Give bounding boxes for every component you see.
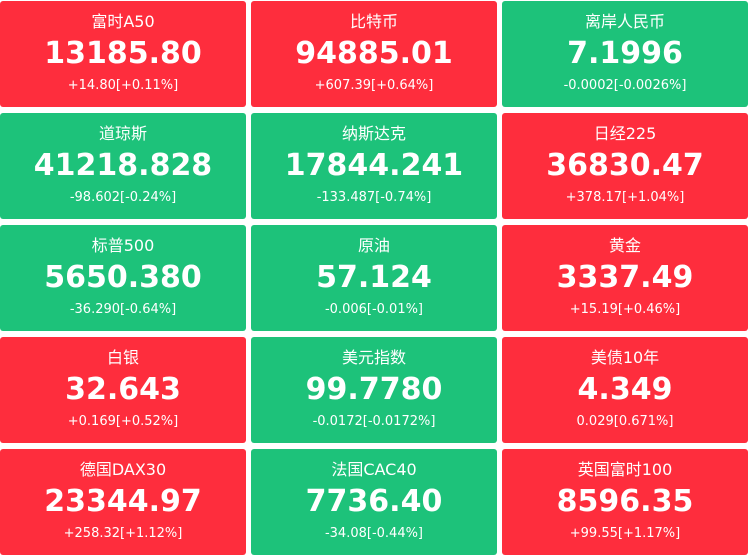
quote-tile-gold[interactable]: 黄金 3337.49 +15.19[+0.46%] [502,225,748,331]
quote-change: +15.19[+0.46%] [569,302,681,317]
quote-tile-us-10y-treasury[interactable]: 美债10年 4.349 0.029[0.671%] [502,337,748,443]
quote-tile-dax30[interactable]: 德国DAX30 23344.97 +258.32[+1.12%] [0,449,246,555]
quote-name: 法国CAC40 [331,460,417,479]
quote-name: 富时A50 [91,12,155,31]
quote-name: 美元指数 [341,348,406,367]
quote-tile-nikkei-225[interactable]: 日经225 36830.47 +378.17[+1.04%] [502,113,748,219]
quote-value: 41218.828 [33,148,213,183]
quote-value: 13185.80 [44,36,202,71]
quote-value: 94885.01 [295,36,453,71]
quote-name: 英国富时100 [577,460,673,479]
quote-name: 道琼斯 [98,124,147,143]
quote-value: 3337.49 [556,260,694,295]
quote-name: 原油 [357,236,390,255]
quote-change: -133.487[-0.74%] [316,190,432,205]
quote-value: 8596.35 [556,484,694,519]
quote-value: 99.7780 [305,372,443,407]
quote-change: -34.08[-0.44%] [324,526,424,541]
quote-tile-silver[interactable]: 白银 32.643 +0.169[+0.52%] [0,337,246,443]
quote-change: +607.39[+0.64%] [314,78,434,93]
quote-value: 17844.241 [284,148,464,183]
quote-name: 白银 [106,348,139,367]
quote-value: 7736.40 [305,484,443,519]
quote-value: 5650.380 [44,260,202,295]
quote-change: -36.290[-0.64%] [69,302,177,317]
quote-tile-crude-oil[interactable]: 原油 57.124 -0.006[-0.01%] [251,225,497,331]
quote-name: 日经225 [593,124,657,143]
quote-change: +258.32[+1.12%] [63,526,183,541]
quote-value: 23344.97 [44,484,202,519]
quote-change: +0.169[+0.52%] [67,414,179,429]
quote-value: 4.349 [577,372,673,407]
quote-tile-bitcoin[interactable]: 比特币 94885.01 +607.39[+0.64%] [251,1,497,107]
quote-name: 比特币 [349,12,398,31]
quote-name: 黄金 [608,236,641,255]
quote-value: 32.643 [65,372,181,407]
quote-change: 0.029[0.671%] [576,414,674,429]
quote-tile-ftse-100[interactable]: 英国富时100 8596.35 +99.55[+1.17%] [502,449,748,555]
quote-change: +14.80[+0.11%] [67,78,179,93]
quote-value: 57.124 [316,260,432,295]
quote-name: 纳斯达克 [341,124,406,143]
quote-change: -0.0172[-0.0172%] [312,414,436,429]
quote-tile-nasdaq[interactable]: 纳斯达克 17844.241 -133.487[-0.74%] [251,113,497,219]
quote-change: +99.55[+1.17%] [569,526,681,541]
quote-tile-sp500[interactable]: 标普500 5650.380 -36.290[-0.64%] [0,225,246,331]
quote-change: +378.17[+1.04%] [565,190,685,205]
quote-value: 36830.47 [546,148,704,183]
quote-tile-dow-jones[interactable]: 道琼斯 41218.828 -98.602[-0.24%] [0,113,246,219]
quote-tile-ftse-china-a50[interactable]: 富时A50 13185.80 +14.80[+0.11%] [0,1,246,107]
quote-change: -0.006[-0.01%] [324,302,424,317]
quote-name: 标普500 [91,236,155,255]
quote-name: 美债10年 [590,348,660,367]
quote-change: -0.0002[-0.0026%] [563,78,687,93]
quote-value: 7.1996 [567,36,683,71]
quote-name: 离岸人民币 [584,12,665,31]
quote-change: -98.602[-0.24%] [69,190,177,205]
quote-tile-cac40[interactable]: 法国CAC40 7736.40 -34.08[-0.44%] [251,449,497,555]
quote-tile-us-dollar-index[interactable]: 美元指数 99.7780 -0.0172[-0.0172%] [251,337,497,443]
quote-name: 德国DAX30 [79,460,167,479]
quote-tile-offshore-rmb[interactable]: 离岸人民币 7.1996 -0.0002[-0.0026%] [502,1,748,107]
